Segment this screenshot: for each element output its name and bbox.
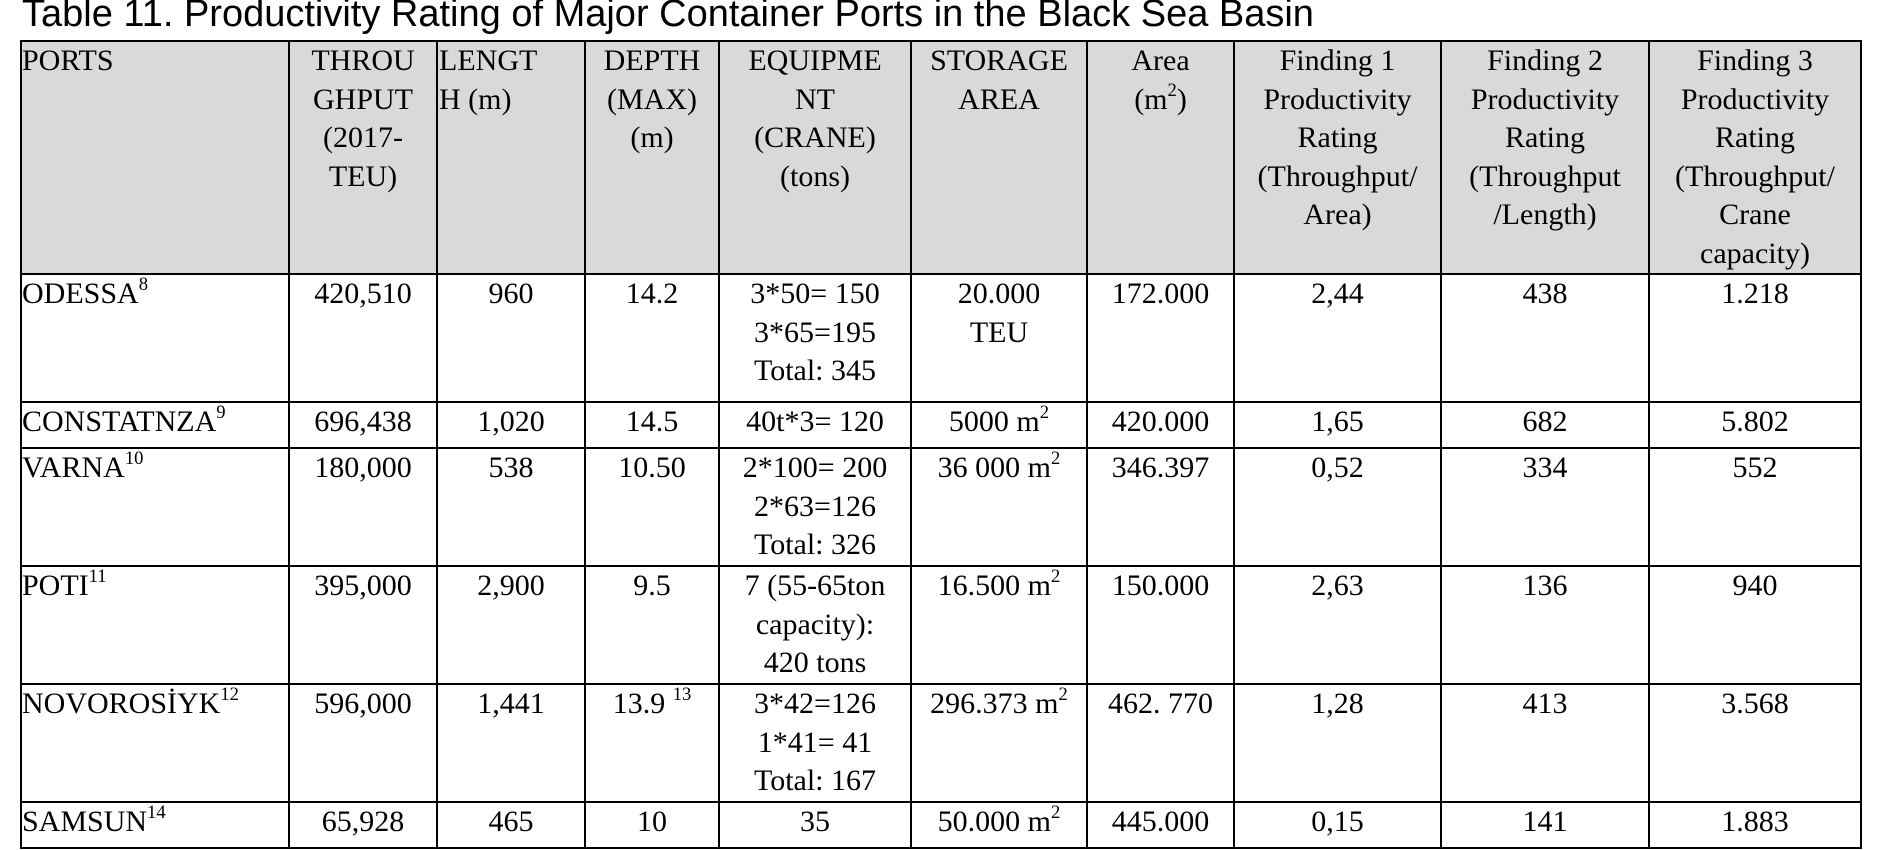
cell-finding-1: 2,63 — [1233, 565, 1442, 685]
cell-finding-1: 0,15 — [1233, 801, 1442, 849]
cell-depth: 9.5 — [584, 565, 720, 685]
cell-equipment: 2*100= 200 2*63=126 Total: 326 — [718, 447, 912, 567]
cell-depth: 13.9 13 — [584, 683, 720, 803]
header-finding-2: Finding 2 Productivity Rating (Throughpu… — [1440, 40, 1650, 275]
equipment-line: 3*50= 150 — [750, 277, 880, 310]
table-row: VARNA10 180,000 538 10.50 2*100= 200 2*63=126… — [20, 447, 1862, 567]
cell-storage-area: 36 000 m2 — [910, 447, 1088, 567]
cell-port: ODESSA8 — [20, 273, 290, 403]
table-row: ODESSA8 420,510 960 14.2 3*50= 150 3*65=195 To… — [20, 273, 1862, 403]
cell-throughput: 395,000 — [288, 565, 438, 685]
cell-finding-2: 334 — [1440, 447, 1650, 567]
cell-area: 420.000 — [1086, 401, 1235, 449]
cell-finding-2: 413 — [1440, 683, 1650, 803]
equipment-line: Total: 167 — [753, 764, 877, 797]
cell-depth: 14.2 — [584, 273, 720, 403]
cell-finding-3: 5.802 — [1648, 401, 1862, 449]
cell-length: 538 — [436, 447, 586, 567]
cell-finding-1: 2,44 — [1233, 273, 1442, 403]
cell-area: 172.000 — [1086, 273, 1235, 403]
equipment-line: 1*41= 41 — [757, 725, 873, 759]
cell-length: 1,020 — [436, 401, 586, 449]
cell-equipment: 3*50= 150 3*65=195 Total: 345 — [718, 273, 912, 403]
cell-port: VARNA10 — [20, 447, 290, 567]
equipment-line: 3*65=195 — [754, 315, 876, 349]
equipment-line: 40t*3= 120 — [746, 405, 884, 438]
header-finding-3: Finding 3 Productivity Rating (Throughpu… — [1648, 40, 1862, 275]
cell-storage-area: 16.500 m2 — [910, 565, 1088, 685]
equipment-line: 2*100= 200 — [742, 451, 888, 484]
header-row: PORTS THROU GHPUT (2017- TEU) LENGT H (m… — [20, 40, 1862, 275]
cell-finding-3: 1.883 — [1648, 801, 1862, 849]
header-area: Area (m2) — [1086, 40, 1235, 275]
cell-finding-3: 3.568 — [1648, 683, 1862, 803]
cell-length: 1,441 — [436, 683, 586, 803]
cell-throughput: 420,510 — [288, 273, 438, 403]
cell-equipment: 40t*3= 120 — [718, 401, 912, 449]
equipment-line: 35 — [800, 805, 830, 838]
cell-finding-3: 552 — [1648, 447, 1862, 567]
cell-equipment: 7 (55-65ton capacity): 420 tons — [718, 565, 912, 685]
table-caption: Table 11. Productivity Rating of Major C… — [22, 0, 1314, 35]
equipment-line: capacity): — [755, 607, 875, 641]
header-equipment: EQUIPME NT (CRANE) (tons) — [718, 40, 912, 275]
equipment-line: 7 (55-65ton — [744, 569, 886, 602]
cell-finding-2: 136 — [1440, 565, 1650, 685]
equipment-line: 2*63=126 — [754, 489, 876, 523]
table-row: NOVOROSİYK12 596,000 1,441 13.9 13 3*42=126 1… — [20, 683, 1862, 803]
cell-length: 2,900 — [436, 565, 586, 685]
header-depth: DEPTH (MAX) (m) — [584, 40, 720, 275]
table-row: CONSTATNZA9 696,438 1,020 14.5 40t*3= 120 500… — [20, 401, 1862, 449]
cell-throughput: 696,438 — [288, 401, 438, 449]
cell-storage-area: 50.000 m2 — [910, 801, 1088, 849]
cell-port: SAMSUN14 — [20, 801, 290, 849]
header-storage-area: STORAGE AREA — [910, 40, 1088, 275]
cell-area: 445.000 — [1086, 801, 1235, 849]
cell-depth: 10 — [584, 801, 720, 849]
cell-throughput: 65,928 — [288, 801, 438, 849]
equipment-line: Total: 326 — [753, 528, 877, 561]
header-ports: PORTS — [20, 40, 290, 275]
cell-area: 462. 770 — [1086, 683, 1235, 803]
cell-finding-1: 1,28 — [1233, 683, 1442, 803]
cell-area: 150.000 — [1086, 565, 1235, 685]
header-length: LENGT H (m) — [436, 40, 586, 275]
cell-port: NOVOROSİYK12 — [20, 683, 290, 803]
cell-storage-area: 5000 m2 — [910, 401, 1088, 449]
cell-equipment: 35 — [718, 801, 912, 849]
cell-finding-2: 141 — [1440, 801, 1650, 849]
cell-finding-1: 0,52 — [1233, 447, 1442, 567]
equipment-line: 420 tons — [763, 646, 867, 679]
cell-storage-area: 296.373 m2 — [910, 683, 1088, 803]
cell-throughput: 180,000 — [288, 447, 438, 567]
cell-finding-1: 1,65 — [1233, 401, 1442, 449]
table-row: SAMSUN14 65,928 465 10 35 50.000 m2 445.000 0,1… — [20, 801, 1862, 849]
cell-length: 960 — [436, 273, 586, 403]
cell-area: 346.397 — [1086, 447, 1235, 567]
equipment-line: 3*42=126 — [754, 687, 876, 720]
cell-depth: 10.50 — [584, 447, 720, 567]
cell-equipment: 3*42=126 1*41= 41 Total: 167 — [718, 683, 912, 803]
cell-finding-2: 438 — [1440, 273, 1650, 403]
equipment-line: Total: 345 — [753, 354, 877, 387]
cell-finding-3: 940 — [1648, 565, 1862, 685]
cell-depth: 14.5 — [584, 401, 720, 449]
header-throughput: THROU GHPUT (2017- TEU) — [288, 40, 438, 275]
ports-table: PORTS THROU GHPUT (2017- TEU) LENGT H (m… — [20, 40, 1862, 849]
cell-port: POTI11 — [20, 565, 290, 685]
cell-finding-3: 1.218 — [1648, 273, 1862, 403]
cell-port: CONSTATNZA9 — [20, 401, 290, 449]
header-finding-1: Finding 1 Productivity Rating (Throughpu… — [1233, 40, 1442, 275]
table-row: POTI11 395,000 2,900 9.5 7 (55-65ton capacity… — [20, 565, 1862, 685]
cell-finding-2: 682 — [1440, 401, 1650, 449]
cell-throughput: 596,000 — [288, 683, 438, 803]
cell-length: 465 — [436, 801, 586, 849]
cell-storage-area: 20.000 TEU — [910, 273, 1088, 403]
